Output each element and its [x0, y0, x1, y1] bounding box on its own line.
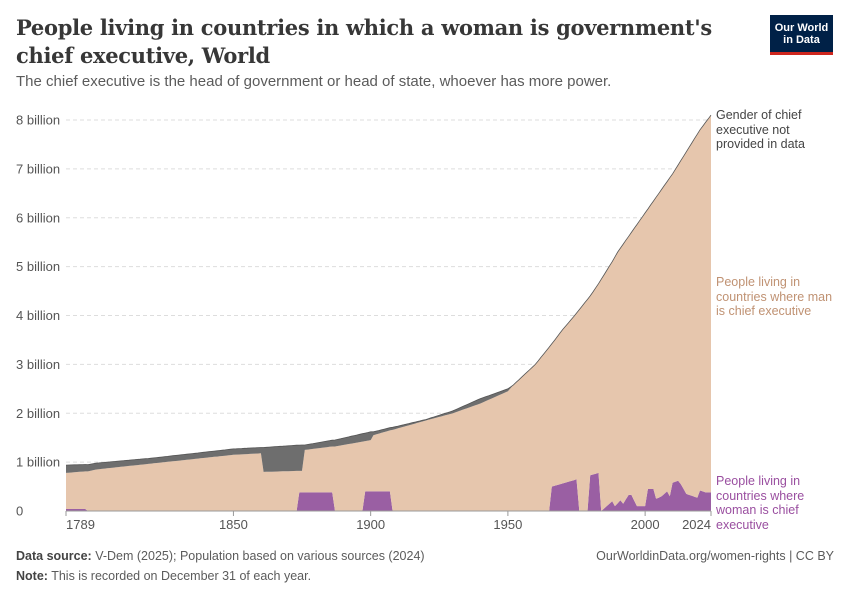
chart-title: People living in countries in which a wo…: [16, 15, 712, 68]
total-line: [65, 114, 712, 466]
y-tick-label: 6 billion: [16, 210, 60, 225]
y-tick-label: 8 billion: [16, 113, 60, 128]
legend-label-not-provided: Gender of chief executive not provided i…: [716, 108, 805, 151]
y-tick-label: 3 billion: [16, 357, 60, 372]
owid-logo[interactable]: Our World in Data: [770, 15, 833, 55]
legend-label-woman: People living in countries where woman i…: [716, 474, 805, 532]
area-woman: [66, 472, 711, 511]
y-tick-label: 1 billion: [16, 455, 60, 470]
note: Note: This is recorded on December 31 of…: [16, 569, 311, 583]
y-tick-label: 4 billion: [16, 308, 60, 323]
y-tick-label: 2 billion: [16, 406, 60, 421]
data-source: Data source: V-Dem (2025); Population ba…: [16, 549, 425, 563]
x-tick-label: 2024: [682, 517, 711, 532]
y-tick-label: 5 billion: [16, 259, 60, 274]
x-tick-label: 1900: [356, 517, 385, 532]
legend-label-man: People living in countries where man is …: [716, 275, 833, 318]
area-man: [66, 115, 711, 511]
chart-subtitle: The chief executive is the head of gover…: [16, 73, 612, 90]
source-text: V-Dem (2025); Population based on variou…: [91, 549, 425, 563]
x-tick-label: 2000: [631, 517, 660, 532]
x-tick-label: 1950: [493, 517, 522, 532]
note-label: Note:: [16, 569, 48, 583]
x-tick-label: 1850: [219, 517, 248, 532]
y-tick-label: 0: [16, 504, 23, 519]
source-url-link[interactable]: OurWorldinData.org/women-rights | CC BY: [596, 549, 834, 563]
y-tick-label: 7 billion: [16, 161, 60, 176]
note-text: This is recorded on December 31 of each …: [47, 569, 312, 583]
x-tick-label: 1789: [66, 517, 95, 532]
source-label: Data source:: [16, 549, 92, 563]
